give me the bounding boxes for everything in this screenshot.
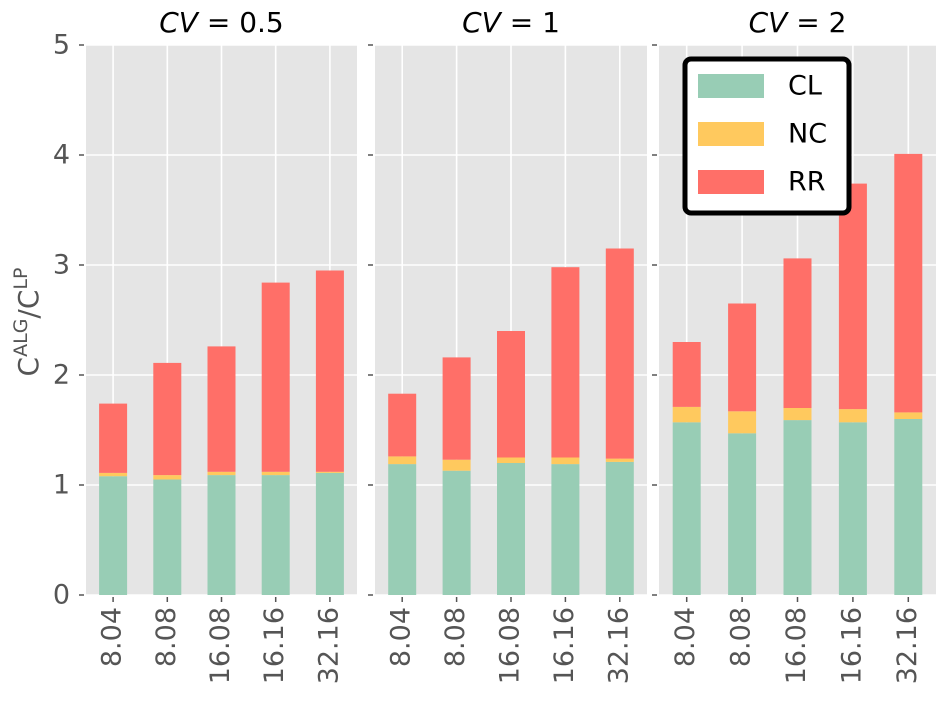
- bar-cl-16.08: [207, 475, 236, 595]
- x-tick-label: 8.04: [97, 607, 128, 667]
- bar-rr-32.16: [894, 153, 923, 413]
- bar-rr-16.16: [551, 267, 580, 458]
- x-tick-label: 8.04: [670, 607, 701, 667]
- bar-nc-32.16: [894, 412, 923, 419]
- bar-rr-8.08: [153, 362, 182, 476]
- y-tick-label: 1: [53, 470, 70, 501]
- panel-2: 8.04 8.08 16.08 16.16 32.16 CV = 1: [368, 6, 647, 684]
- bar-nc-32.16: [315, 471, 344, 473]
- legend: CL NC RR: [682, 56, 852, 216]
- bar-nc-16.08: [497, 457, 525, 463]
- bar-rr-8.04: [99, 403, 128, 473]
- bar-cl-8.08: [728, 433, 757, 595]
- y-axis-label-slash: /C: [12, 290, 45, 319]
- bar-nc-16.16: [838, 409, 867, 423]
- legend-swatch-nc: [698, 122, 764, 146]
- y-axis-label-sup2: LP: [10, 268, 32, 290]
- bar-cl-32.16: [315, 472, 344, 595]
- y-tick-label: 0: [53, 580, 70, 611]
- y-tick-label: 2: [53, 360, 70, 391]
- bar-cl-8.08: [442, 470, 471, 595]
- y-tick-label: 4: [53, 140, 70, 171]
- panels-layer: 8.04 8.08 16.08 16.16 32.16 CV = 0.5 8.04 8.08 1…: [79, 6, 936, 684]
- bar-nc-8.04: [672, 406, 701, 423]
- x-tick-label: 16.16: [549, 607, 580, 684]
- bar-cl-8.08: [153, 479, 182, 595]
- y-tick-label: 5: [53, 30, 70, 61]
- x-tick-label: 16.08: [205, 607, 236, 684]
- bar-cl-16.16: [838, 422, 867, 595]
- legend-label-nc: NC: [788, 119, 827, 150]
- bar-rr-16.16: [261, 282, 290, 472]
- bar-rr-16.16: [838, 183, 867, 410]
- x-tick-label: 16.16: [259, 607, 290, 684]
- bar-nc-16.08: [783, 408, 812, 421]
- y-axis-label-main: C: [12, 357, 45, 377]
- legend-swatch-cl: [698, 74, 764, 98]
- legend-label-rr: RR: [788, 167, 826, 198]
- panel-title-value: = 0.5: [198, 6, 284, 39]
- panel-title: CV = 1: [462, 6, 560, 39]
- x-tick-label: 8.04: [386, 607, 417, 667]
- bar-nc-8.08: [153, 475, 182, 480]
- bar-cl-16.08: [783, 420, 812, 595]
- panel-1: 8.04 8.08 16.08 16.16 32.16 CV = 0.5: [79, 6, 357, 684]
- bar-rr-8.08: [728, 303, 757, 412]
- bar-cl-32.16: [605, 461, 634, 595]
- bar-rr-8.04: [388, 393, 417, 457]
- panel-title-cv: CV: [462, 6, 503, 39]
- bar-cl-16.08: [497, 463, 525, 595]
- x-tick-label: 32.16: [313, 607, 344, 684]
- x-tick-label: 8.08: [151, 607, 182, 667]
- bar-nc-32.16: [605, 458, 634, 462]
- x-tick-label: 32.16: [892, 607, 923, 684]
- bar-nc-16.16: [551, 457, 580, 465]
- bar-cl-32.16: [894, 419, 923, 595]
- bar-nc-8.04: [388, 456, 417, 465]
- bar-nc-8.08: [728, 411, 757, 434]
- bar-cl-8.04: [99, 476, 128, 595]
- panel-title: CV = 0.5: [159, 6, 284, 39]
- bar-rr-16.08: [783, 258, 812, 408]
- bar-rr-8.08: [442, 357, 471, 460]
- bar-cl-8.04: [388, 464, 417, 595]
- bar-rr-32.16: [315, 270, 344, 472]
- x-tick-label: 8.08: [726, 607, 757, 667]
- bar-nc-8.08: [442, 459, 471, 471]
- panel-title: CV = 2: [749, 6, 847, 39]
- panel-title-cv: CV: [749, 6, 790, 39]
- x-tick-label: 16.08: [495, 607, 526, 684]
- y-axis-label: CALG/CLP: [10, 268, 45, 377]
- y-axis: 0 1 2 3 4 5: [53, 30, 70, 611]
- y-tick-label: 3: [53, 250, 70, 281]
- bar-nc-8.04: [99, 472, 128, 477]
- bar-rr-8.04: [672, 342, 701, 407]
- bar-cl-16.16: [261, 475, 290, 595]
- bar-rr-16.08: [497, 331, 525, 458]
- x-tick-label: 16.16: [836, 607, 867, 684]
- bar-rr-16.08: [207, 346, 236, 472]
- bar-cl-16.16: [551, 464, 580, 595]
- panel-title-cv: CV: [159, 6, 200, 39]
- legend-swatch-rr: [698, 170, 764, 194]
- x-tick-label: 16.08: [781, 607, 812, 684]
- bar-rr-32.16: [605, 248, 634, 459]
- x-tick-label: 8.08: [440, 607, 471, 667]
- bar-nc-16.16: [261, 471, 290, 476]
- y-axis-label-sup1: ALG: [10, 319, 32, 357]
- panel-title-value: = 1: [501, 6, 560, 39]
- panel-title-value: = 2: [787, 6, 846, 39]
- legend-label-cl: CL: [788, 71, 822, 102]
- x-tick-label: 32.16: [603, 607, 634, 684]
- bar-cl-8.04: [672, 422, 701, 595]
- bar-nc-16.08: [207, 471, 236, 476]
